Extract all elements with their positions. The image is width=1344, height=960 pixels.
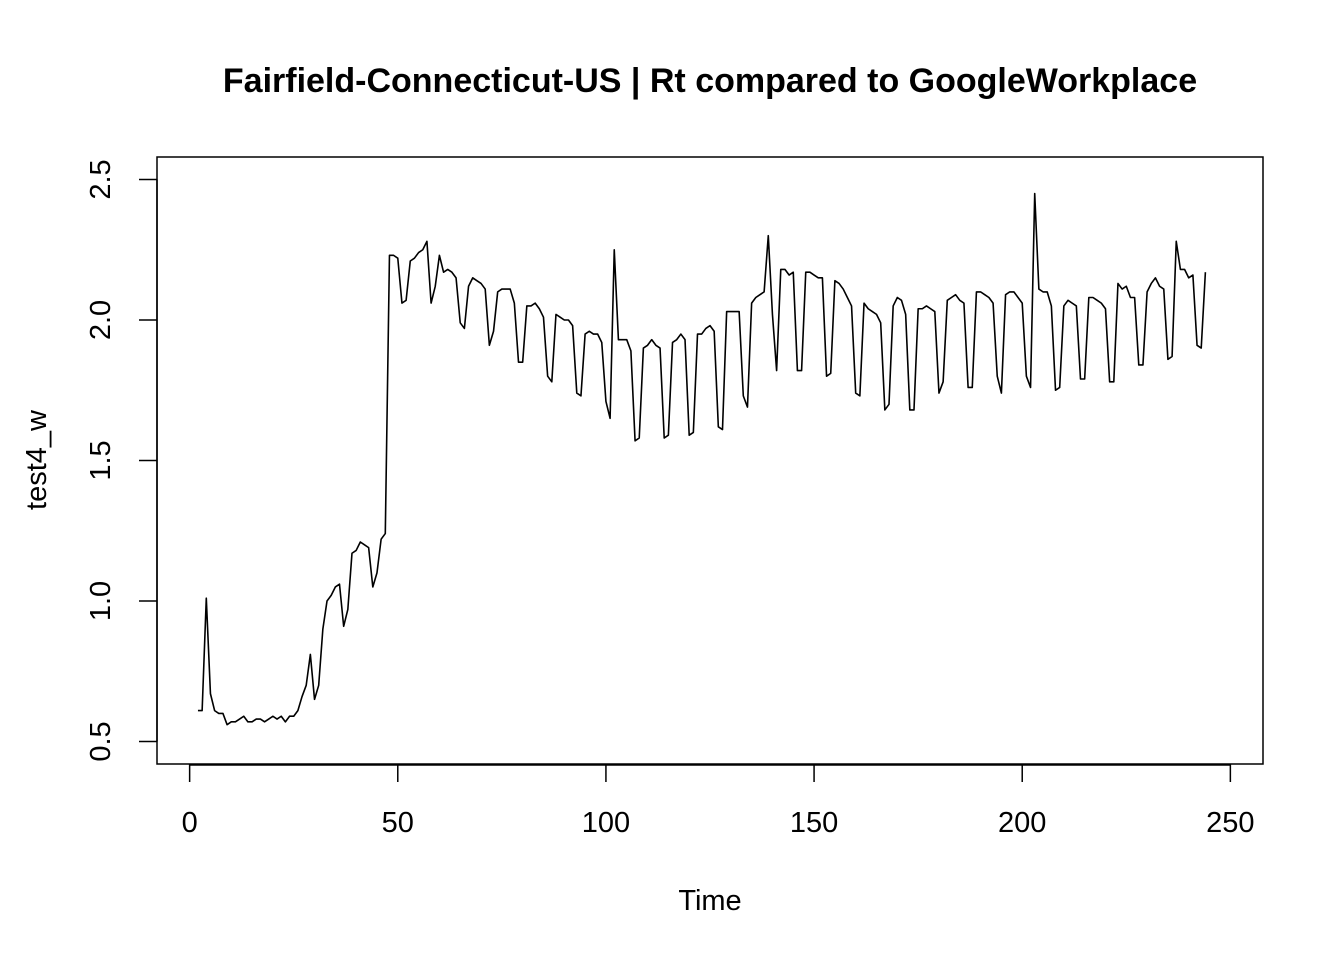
chart-title: Fairfield-Connecticut-US | Rt compared t… bbox=[223, 62, 1197, 100]
x-tick-label: 150 bbox=[790, 807, 838, 839]
y-axis: 0.5 1.0 1.5 2.0 2.5 bbox=[85, 159, 158, 762]
y-tick-label: 2.0 bbox=[85, 300, 117, 340]
x-tick-label: 200 bbox=[998, 807, 1046, 839]
x-axis-label: Time bbox=[678, 885, 741, 917]
x-tick-label: 250 bbox=[1206, 807, 1254, 839]
x-tick-label: 100 bbox=[582, 807, 630, 839]
x-tick-label: 50 bbox=[382, 807, 414, 839]
y-tick-label: 0.5 bbox=[85, 721, 117, 761]
series-layer bbox=[197, 192, 1207, 726]
x-tick-label: 0 bbox=[182, 807, 198, 839]
y-tick-label: 2.5 bbox=[85, 159, 117, 199]
x-axis: 0 50 100 150 200 250 bbox=[182, 764, 1255, 839]
y-axis-label: test4_w bbox=[21, 409, 53, 510]
y-tick-label: 1.5 bbox=[85, 440, 117, 480]
series-line bbox=[197, 192, 1207, 726]
y-tick-label: 1.0 bbox=[85, 581, 117, 621]
plot-frame bbox=[156, 156, 1264, 765]
